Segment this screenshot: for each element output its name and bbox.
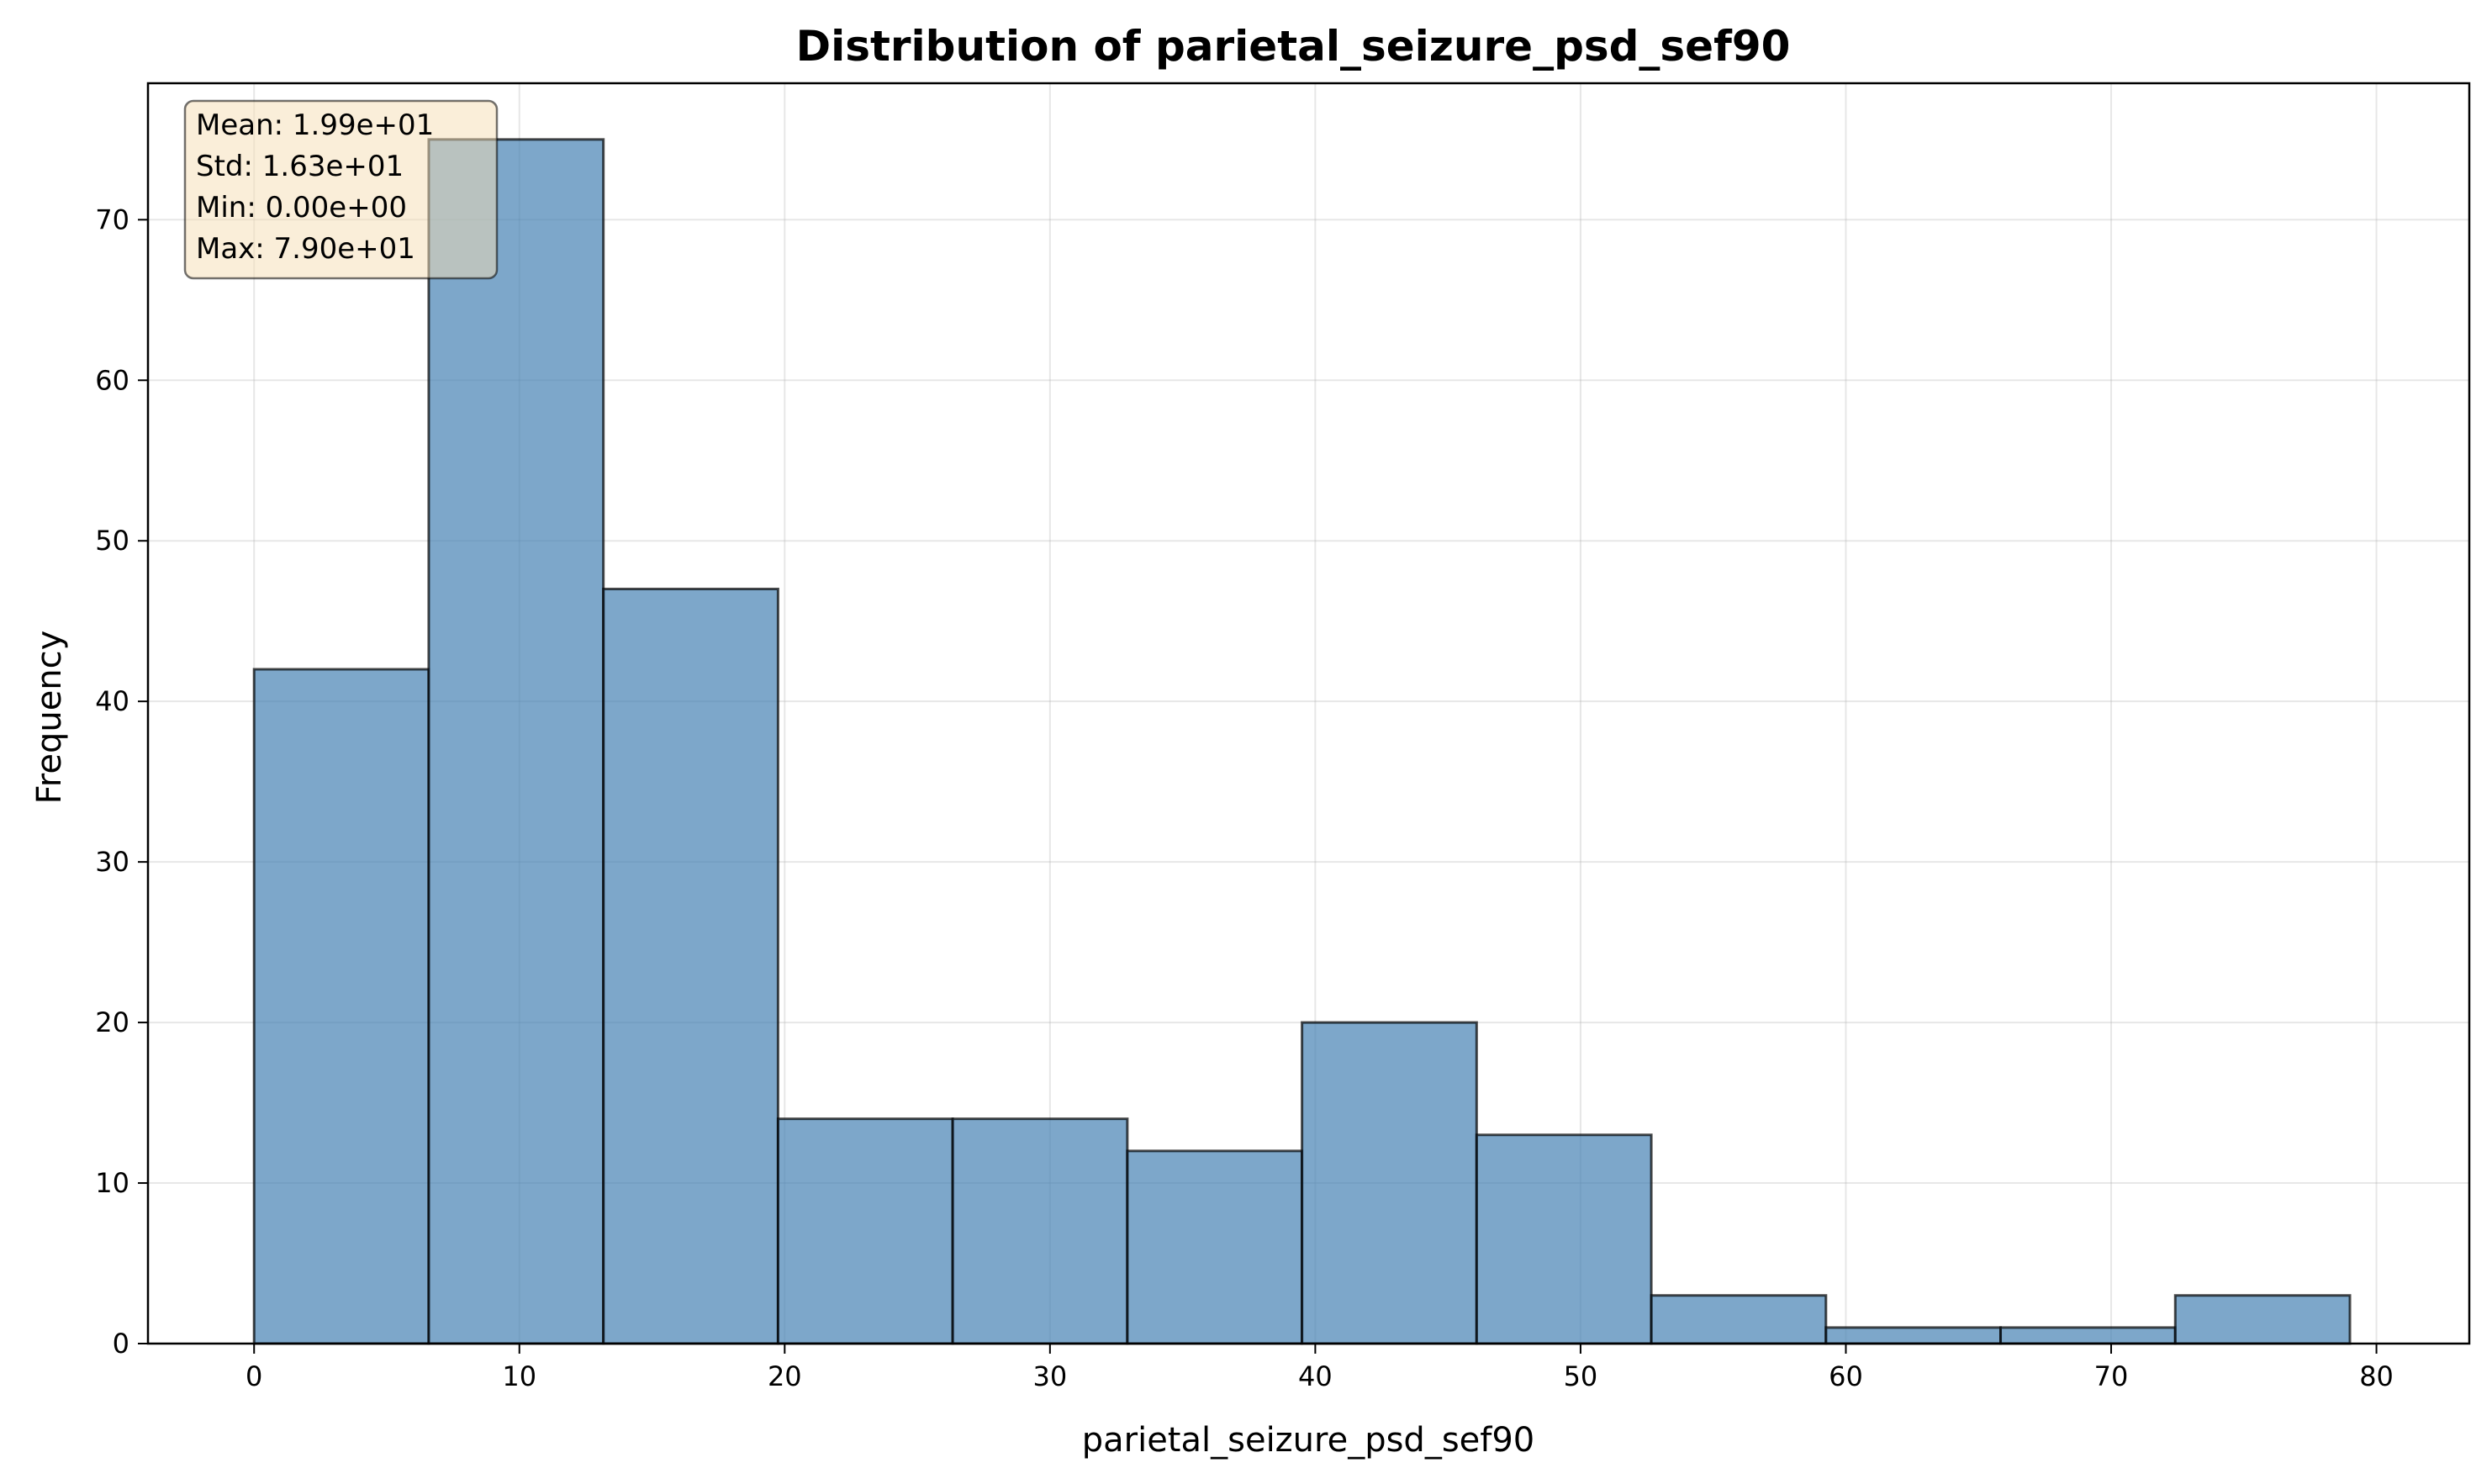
- x-tick-label: 70: [2094, 1360, 2129, 1392]
- x-tick-label: 20: [768, 1360, 802, 1392]
- y-tick-label: 20: [95, 1006, 129, 1038]
- histogram-bar: [1999, 1326, 2177, 1345]
- stats-max: Max: 7.90e+01: [196, 232, 415, 266]
- chart-title: Distribution of parietal_seizure_psd_sef…: [796, 22, 1791, 71]
- y-tick-label: 60: [95, 364, 129, 396]
- y-tick-label: 30: [95, 846, 129, 878]
- x-tick-label: 30: [1032, 1360, 1067, 1392]
- y-axis-ticks: 0 10 20 30 40 50 60 70: [95, 203, 148, 1360]
- histogram-bar: [1301, 1021, 1478, 1345]
- x-tick-label: 80: [2359, 1360, 2394, 1392]
- histogram-bar: [1126, 1149, 1304, 1345]
- y-tick-label: 40: [95, 685, 129, 717]
- histogram-bar: [1475, 1133, 1653, 1345]
- histogram-bar: [1650, 1294, 1828, 1345]
- histogram-bar: [1824, 1326, 2003, 1345]
- histogram-bar: [776, 1117, 954, 1345]
- histogram-bar: [2173, 1294, 2352, 1345]
- x-tick-label: 0: [246, 1360, 262, 1392]
- y-tick-label: 70: [95, 203, 129, 235]
- histogram-bar: [951, 1117, 1129, 1345]
- y-tick-label: 10: [95, 1167, 129, 1199]
- y-axis-title: Frequency: [30, 631, 69, 805]
- x-tick-label: 40: [1298, 1360, 1333, 1392]
- histogram-bar: [252, 668, 430, 1345]
- histogram-bar: [602, 588, 779, 1345]
- x-tick-label: 50: [1564, 1360, 1598, 1392]
- x-axis-title: parietal_seizure_psd_sef90: [1082, 1421, 1535, 1460]
- histogram-bar: [427, 138, 605, 1345]
- y-tick-label: 0: [113, 1328, 129, 1360]
- x-axis-ticks: 0 10 20 30 40 50 60 70 80: [246, 1344, 2394, 1392]
- stats-box: Mean: 1.99e+01 Std: 1.63e+01 Min: 0.00e+…: [183, 99, 499, 280]
- stats-box-background: [183, 99, 499, 280]
- stats-mean: Mean: 1.99e+01: [196, 108, 434, 142]
- x-tick-label: 10: [502, 1360, 536, 1392]
- plot-frame: [146, 82, 2471, 1345]
- stats-min: Min: 0.00e+00: [196, 191, 407, 224]
- stats-std: Std: 1.63e+01: [196, 150, 404, 183]
- histogram-bars: [252, 138, 2352, 1345]
- x-tick-label: 60: [1829, 1360, 1863, 1392]
- y-tick-label: 50: [95, 525, 129, 557]
